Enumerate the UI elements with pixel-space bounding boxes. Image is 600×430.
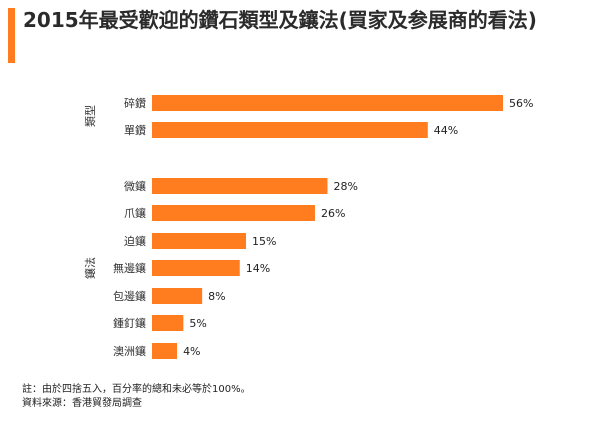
bar bbox=[152, 233, 247, 249]
category-label: 無邊鑲 bbox=[113, 261, 146, 275]
value-label: 56% bbox=[509, 97, 533, 110]
category-label: 澳洲鑲 bbox=[113, 344, 146, 358]
bar bbox=[152, 178, 328, 194]
category-label: 鍾釘鑲 bbox=[113, 316, 146, 330]
value-label: 28% bbox=[334, 180, 358, 193]
bar bbox=[152, 288, 203, 304]
category-label: 爪鑲 bbox=[124, 206, 146, 220]
value-label: 4% bbox=[183, 345, 200, 358]
category-label: 碎鑽 bbox=[124, 96, 146, 110]
value-label: 14% bbox=[246, 262, 270, 275]
group-label: 類型 bbox=[83, 105, 97, 127]
category-label: 迫鑲 bbox=[124, 234, 146, 248]
value-label: 5% bbox=[189, 317, 206, 330]
category-label: 單鑽 bbox=[124, 123, 146, 137]
footnote-source: 資料來源：香港貿發局調查 bbox=[22, 398, 142, 409]
value-label: 8% bbox=[208, 290, 225, 303]
group-label: 鑲法 bbox=[83, 257, 97, 279]
title-accent-bar bbox=[8, 8, 15, 63]
category-label: 包邊鑲 bbox=[113, 289, 146, 303]
value-label: 44% bbox=[434, 124, 458, 137]
category-label: 微鑲 bbox=[124, 179, 146, 193]
bar bbox=[152, 122, 428, 138]
footnote-note: 註：由於四捨五入，百分率的總和未必等於100%。 bbox=[22, 384, 251, 395]
value-label: 26% bbox=[321, 207, 345, 220]
bar bbox=[152, 315, 184, 331]
chart-title: 2015年最受歡迎的鑽石類型及鑲法(買家及参展商的看法) bbox=[23, 8, 537, 32]
bar bbox=[152, 95, 503, 111]
bar bbox=[152, 343, 178, 359]
bar bbox=[152, 260, 240, 276]
footnotes: 註：由於四捨五入，百分率的總和未必等於100%。 資料來源：香港貿發局調查 bbox=[22, 383, 251, 411]
value-label: 15% bbox=[252, 235, 276, 248]
bar bbox=[152, 205, 315, 221]
